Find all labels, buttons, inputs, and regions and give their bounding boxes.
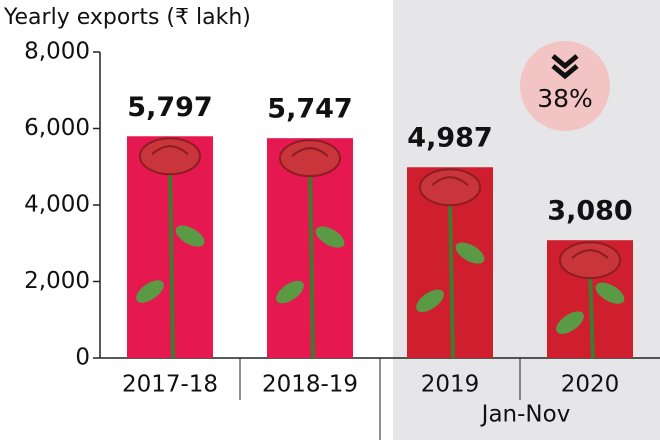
x-tick-label: 2017-18 xyxy=(122,372,218,398)
rose-leaf xyxy=(455,242,485,264)
rose-leaf xyxy=(136,280,164,303)
y-tick-label: 0 xyxy=(75,345,90,371)
y-tick-label: 4,000 xyxy=(24,192,90,218)
x-tick-label: 2018-19 xyxy=(262,372,358,398)
y-tick-label: 8,000 xyxy=(24,39,90,65)
rose-stem xyxy=(448,197,455,359)
chart-title: Yearly exports (₹ lakh) xyxy=(3,5,251,30)
rose-petal xyxy=(431,176,469,187)
rose-stem xyxy=(588,270,595,359)
rose-petal xyxy=(151,145,189,156)
change-label: 38% xyxy=(537,84,593,113)
rose-stem xyxy=(168,166,175,359)
rose-leaf xyxy=(276,280,304,304)
rose-bloom xyxy=(419,168,481,207)
rose-bloom xyxy=(279,139,341,178)
rose-stem xyxy=(308,168,315,359)
rose-petal xyxy=(291,147,329,157)
rose-leaf xyxy=(556,311,584,334)
rose-bloom xyxy=(139,137,201,176)
down-icon xyxy=(551,54,579,80)
rose-leaf xyxy=(595,282,625,304)
value-label: 5,797 xyxy=(127,92,212,123)
rose-bloom xyxy=(559,241,621,280)
value-label: 5,747 xyxy=(267,94,352,125)
y-tick-label: 2,000 xyxy=(24,268,90,294)
rose-leaf xyxy=(175,225,205,247)
y-tick-label: 6,000 xyxy=(24,115,90,141)
rose-leaf xyxy=(416,289,444,313)
x-tick-label: 2019 xyxy=(421,372,480,398)
x-tick-label: 2020 xyxy=(561,372,620,398)
period-note: Jan-Nov xyxy=(480,402,571,428)
value-label: 4,987 xyxy=(407,123,492,154)
rose-petal xyxy=(571,249,609,259)
change-badge xyxy=(520,41,610,131)
rose-leaf xyxy=(315,226,345,248)
value-label: 3,080 xyxy=(547,196,632,227)
